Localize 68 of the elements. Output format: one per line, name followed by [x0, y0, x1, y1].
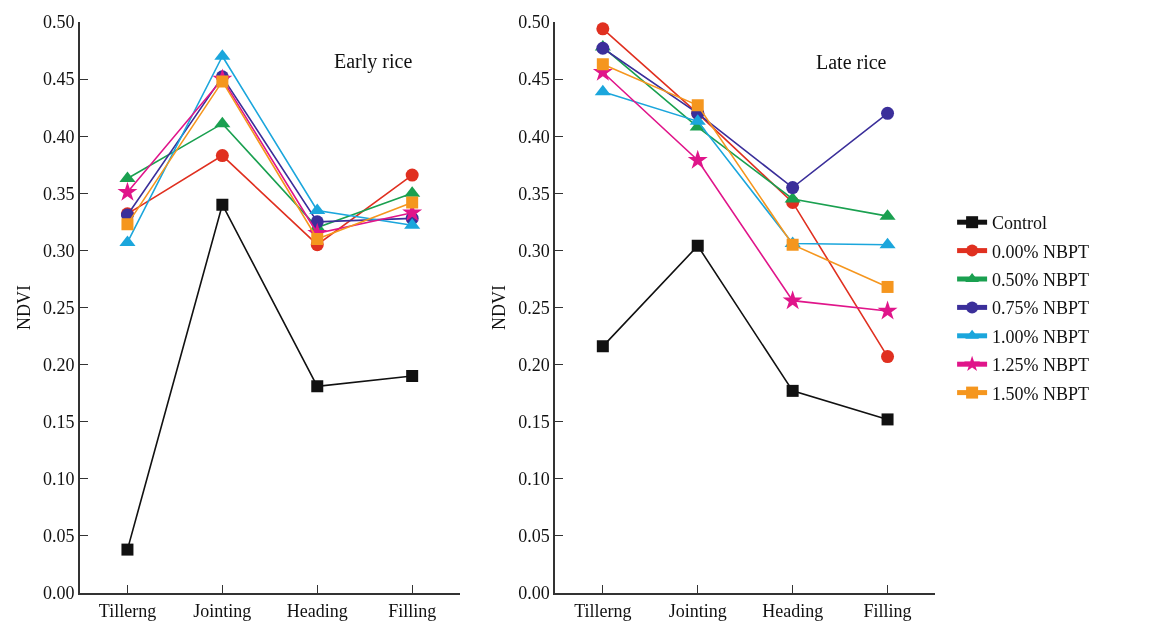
y-tick-label: 0.20	[42, 354, 75, 375]
point	[311, 380, 324, 393]
legend-label: 0.50% NBPT	[992, 270, 1090, 291]
point	[691, 99, 704, 112]
point	[786, 181, 800, 195]
point	[594, 84, 611, 96]
point	[877, 300, 898, 320]
point	[117, 181, 138, 201]
y-tick-label: 0.50	[42, 12, 75, 33]
point	[786, 384, 799, 397]
legend-label: 0.00% NBPT	[992, 241, 1090, 262]
legend-label: Control	[992, 213, 1048, 234]
y-tick-label: 0.00	[42, 583, 75, 604]
y-tick-label: 0.30	[42, 240, 75, 261]
x-tick-label: Jointing	[193, 600, 252, 621]
point	[121, 543, 134, 556]
point	[782, 290, 803, 310]
y-tick-label: 0.05	[518, 526, 550, 547]
point	[879, 237, 896, 249]
x-tick-label: Heading	[762, 600, 824, 621]
x-tick-label: Filling	[388, 600, 437, 621]
legend-label: 1.00% NBPT	[992, 326, 1090, 347]
legend-label: 1.50% NBPT	[992, 383, 1090, 404]
y-tick-label: 0.15	[518, 412, 550, 432]
y-tick-label: 0.20	[518, 354, 550, 375]
annotation: Early rice	[334, 50, 413, 73]
point	[687, 149, 708, 169]
y-tick-label: 0.05	[42, 526, 75, 547]
y-tick-label: 0.10	[42, 469, 75, 490]
point	[405, 168, 419, 182]
legend-label: 1.25% NBPT	[992, 355, 1090, 376]
x-tick-label: Tillerng	[98, 600, 157, 621]
point	[406, 370, 419, 383]
y-tick-label: 0.35	[42, 183, 75, 204]
y-tick-label: 0.30	[518, 240, 550, 261]
y-tick-label: 0.25	[42, 297, 75, 318]
y-tick-label: 0.45	[42, 69, 75, 90]
y-tick-label: 0.00	[518, 583, 550, 604]
point	[596, 58, 609, 71]
y-tick-label: 0.35	[518, 183, 550, 204]
y-tick-label: 0.25	[518, 297, 550, 318]
y-tick-label: 0.10	[518, 469, 550, 490]
legend-label: 0.75% NBPT	[992, 298, 1090, 319]
point	[596, 340, 609, 353]
x-tick-label: Filling	[863, 600, 912, 621]
point	[881, 350, 895, 364]
point	[215, 149, 229, 163]
point	[596, 41, 610, 55]
annotation: Late rice	[816, 51, 887, 73]
point	[691, 239, 704, 252]
point	[881, 106, 895, 120]
y-tick-label: 0.40	[518, 126, 550, 147]
y-tick-label: 0.50	[518, 12, 550, 33]
point	[406, 196, 419, 209]
y-tick-label: 0.45	[518, 69, 550, 90]
y-tick-label: 0.15	[42, 412, 75, 432]
point	[214, 116, 231, 128]
point	[216, 198, 229, 211]
point	[121, 218, 134, 231]
x-tick-label: Tillerng	[574, 600, 632, 621]
y-tick-label: 0.40	[42, 126, 75, 147]
x-tick-label: Jointing	[668, 600, 727, 621]
y-axis-title: NDVI	[488, 285, 509, 330]
x-tick-label: Heading	[286, 600, 348, 621]
point	[881, 280, 894, 293]
y-axis-title: NDVI	[13, 285, 34, 330]
point	[881, 413, 894, 426]
point	[596, 22, 610, 36]
